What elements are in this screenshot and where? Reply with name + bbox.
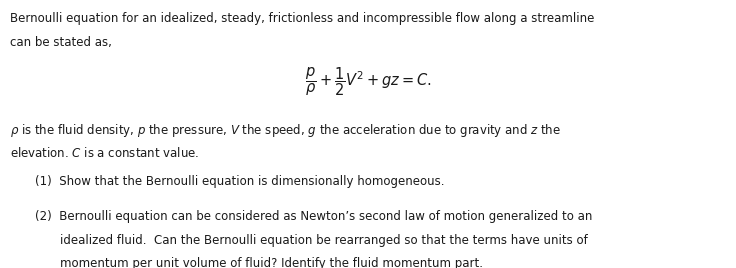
Text: (1)  Show that the Bernoulli equation is dimensionally homogeneous.: (1) Show that the Bernoulli equation is …: [35, 175, 445, 188]
Text: can be stated as,: can be stated as,: [10, 36, 111, 49]
Text: (2)  Bernoulli equation can be considered as Newton’s second law of motion gener: (2) Bernoulli equation can be considered…: [35, 210, 592, 223]
Text: elevation. $C$ is a constant value.: elevation. $C$ is a constant value.: [10, 146, 199, 160]
Text: $\rho$ is the fluid density, $p$ the pressure, $V$ the speed, $g$ the accelerati: $\rho$ is the fluid density, $p$ the pre…: [10, 122, 561, 139]
Text: Bernoulli equation for an idealized, steady, frictionless and incompressible flo: Bernoulli equation for an idealized, ste…: [10, 12, 594, 25]
Text: momentum per unit volume of fluid? Identify the fluid momentum part.: momentum per unit volume of fluid? Ident…: [60, 257, 484, 268]
Text: idealized fluid.  Can the Bernoulli equation be rearranged so that the terms hav: idealized fluid. Can the Bernoulli equat…: [60, 234, 588, 247]
Text: $\dfrac{p}{\rho} + \dfrac{1}{2}V^{2} + gz = C.$: $\dfrac{p}{\rho} + \dfrac{1}{2}V^{2} + g…: [305, 65, 431, 98]
